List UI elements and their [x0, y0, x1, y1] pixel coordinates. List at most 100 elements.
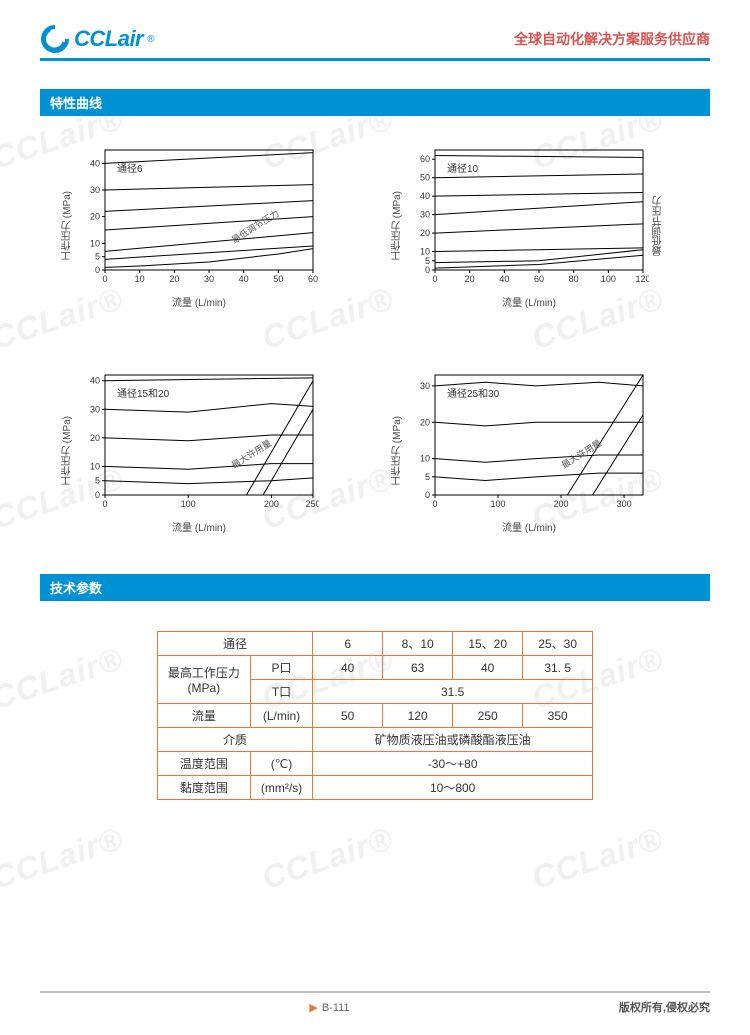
chart-svg: 05102030400102030405060通径6最低调节压力 [79, 144, 319, 284]
page-number: ▶ B-111 [309, 1001, 349, 1014]
td: 10～800 [313, 776, 593, 800]
watermark: CCLair® [528, 820, 668, 897]
th-max-pressure: 最高工作压力 (MPa) [157, 656, 250, 704]
th-t-port: T口 [250, 680, 312, 704]
th-p-port: P口 [250, 656, 312, 680]
chart-svg: 05102030405060020406080100120通径10 [409, 144, 649, 284]
page: CCLair ® 全球自动化解决方案服务供应商 特性曲线 工作压力 (MPa) 0 5… [0, 0, 750, 800]
tagline: 全球自动化解决方案服务供应商 [514, 29, 710, 49]
svg-text:200: 200 [554, 499, 569, 509]
triangle-icon: ▶ [309, 1002, 317, 1014]
svg-text:120: 120 [635, 274, 649, 284]
svg-text:0: 0 [102, 499, 107, 509]
td: 250 [453, 704, 523, 728]
section-bar-curves: 特性曲线 [40, 89, 710, 116]
svg-text:50: 50 [273, 274, 283, 284]
svg-text:20: 20 [465, 274, 475, 284]
svg-text:20: 20 [90, 212, 100, 222]
svg-text:80: 80 [569, 274, 579, 284]
section-title: 技术参数 [50, 578, 102, 597]
table-row: 黏度范围 (mm²/s) 10～800 [157, 776, 592, 800]
chart-y-label: 工作压力 (MPa) [390, 369, 405, 534]
svg-text:5: 5 [425, 472, 430, 482]
table-row: 介质 矿物质液压油或磷酸酯液压油 [157, 728, 592, 752]
svg-text:通径25和30: 通径25和30 [447, 387, 500, 400]
chart-svg: 05102030400100200250通径15和20最大许用量 [79, 369, 319, 509]
svg-text:0: 0 [102, 274, 107, 284]
th-flow-unit: (L/min) [250, 704, 312, 728]
chart: 工作压力 (MPa)051020300100200300通径25和30最大许用量… [390, 369, 690, 534]
footer-inner: ▶ B-111 版权所有,侵权必究 [40, 999, 710, 1015]
section-bar-params: 技术参数 [40, 574, 710, 601]
logo-text: CCLair [74, 26, 143, 52]
chart-y-label: 工作压力 (MPa) [60, 144, 75, 309]
chart-x-label: 流量 (L/min) [502, 294, 556, 309]
td: 6 [313, 632, 383, 656]
label: (MPa) [188, 681, 221, 695]
svg-text:0: 0 [95, 490, 100, 500]
logo-icon [40, 24, 70, 54]
svg-text:0: 0 [425, 490, 430, 500]
svg-text:5: 5 [95, 476, 100, 486]
svg-text:60: 60 [308, 274, 318, 284]
th-temp-unit: (℃) [250, 752, 312, 776]
td: 40 [313, 656, 383, 680]
table-row: 温度范围 (℃) -30～+80 [157, 752, 592, 776]
svg-text:40: 40 [499, 274, 509, 284]
watermark: CCLair® [258, 820, 398, 897]
watermark: CCLair® [0, 820, 128, 897]
chart: 工作压力 (MPa)05102030400102030405060通径6最低调节… [60, 144, 360, 309]
td: 40 [453, 656, 523, 680]
svg-text:30: 30 [90, 185, 100, 195]
svg-text:300: 300 [617, 499, 632, 509]
svg-text:100: 100 [181, 499, 196, 509]
table-row: 最高工作压力 (MPa) P口 40 63 40 31. 5 [157, 656, 592, 680]
td: -30～+80 [313, 752, 593, 776]
svg-text:40: 40 [90, 158, 100, 168]
svg-text:50: 50 [420, 173, 430, 183]
chart-y-label: 工作压力 (MPa) [390, 144, 405, 309]
svg-text:10: 10 [90, 461, 100, 471]
svg-text:100: 100 [491, 499, 506, 509]
td: 31. 5 [523, 656, 593, 680]
td: 350 [523, 704, 593, 728]
header: CCLair ® 全球自动化解决方案服务供应商 [40, 24, 710, 54]
chart-x-label: 流量 (L/min) [502, 519, 556, 534]
svg-text:20: 20 [420, 417, 430, 427]
svg-text:40: 40 [90, 376, 100, 386]
chart: 工作压力 (MPa)05102030405060020406080100120通… [390, 144, 690, 309]
svg-text:60: 60 [534, 274, 544, 284]
footer: ▶ B-111 版权所有,侵权必究 [0, 991, 750, 1015]
chart-x-label: 流量 (L/min) [172, 294, 226, 309]
th-flow: 流量 [157, 704, 250, 728]
chart-svg: 051020300100200300通径25和30最大许用量 [409, 369, 649, 509]
svg-text:通径15和20: 通径15和20 [117, 387, 170, 400]
label: 最高工作压力 [168, 666, 240, 680]
td: 8、10 [383, 632, 453, 656]
svg-text:200: 200 [264, 499, 279, 509]
svg-text:30: 30 [90, 404, 100, 414]
th-diameter: 通径 [157, 632, 312, 656]
chart-x-label: 流量 (L/min) [172, 519, 226, 534]
page-number-text: B-111 [322, 1002, 350, 1014]
footer-rule [40, 991, 710, 993]
svg-text:通径10: 通径10 [447, 162, 479, 175]
table-row: 流量 (L/min) 50 120 250 350 [157, 704, 592, 728]
svg-text:30: 30 [204, 274, 214, 284]
th-visc-unit: (mm²/s) [250, 776, 312, 800]
svg-text:10: 10 [420, 454, 430, 464]
svg-text:最大许用量: 最大许用量 [559, 437, 603, 470]
svg-text:0: 0 [425, 265, 430, 275]
td: 矿物质液压油或磷酸酯液压油 [313, 728, 593, 752]
chart-y-label: 工作压力 (MPa) [60, 369, 75, 534]
th-visc: 黏度范围 [157, 776, 250, 800]
copyright: 版权所有,侵权必究 [619, 999, 710, 1015]
section-title: 特性曲线 [50, 93, 102, 112]
logo-registered-icon: ® [147, 34, 154, 45]
chart-col: 05102030400100200250通径15和20最大许用量流量 (L/mi… [79, 369, 319, 534]
svg-text:通径6: 通径6 [117, 162, 143, 175]
svg-text:最低调节压力: 最低调节压力 [229, 207, 281, 245]
table-row: 通径 6 8、10 15、20 25、30 [157, 632, 592, 656]
td: 63 [383, 656, 453, 680]
svg-text:20: 20 [420, 228, 430, 238]
